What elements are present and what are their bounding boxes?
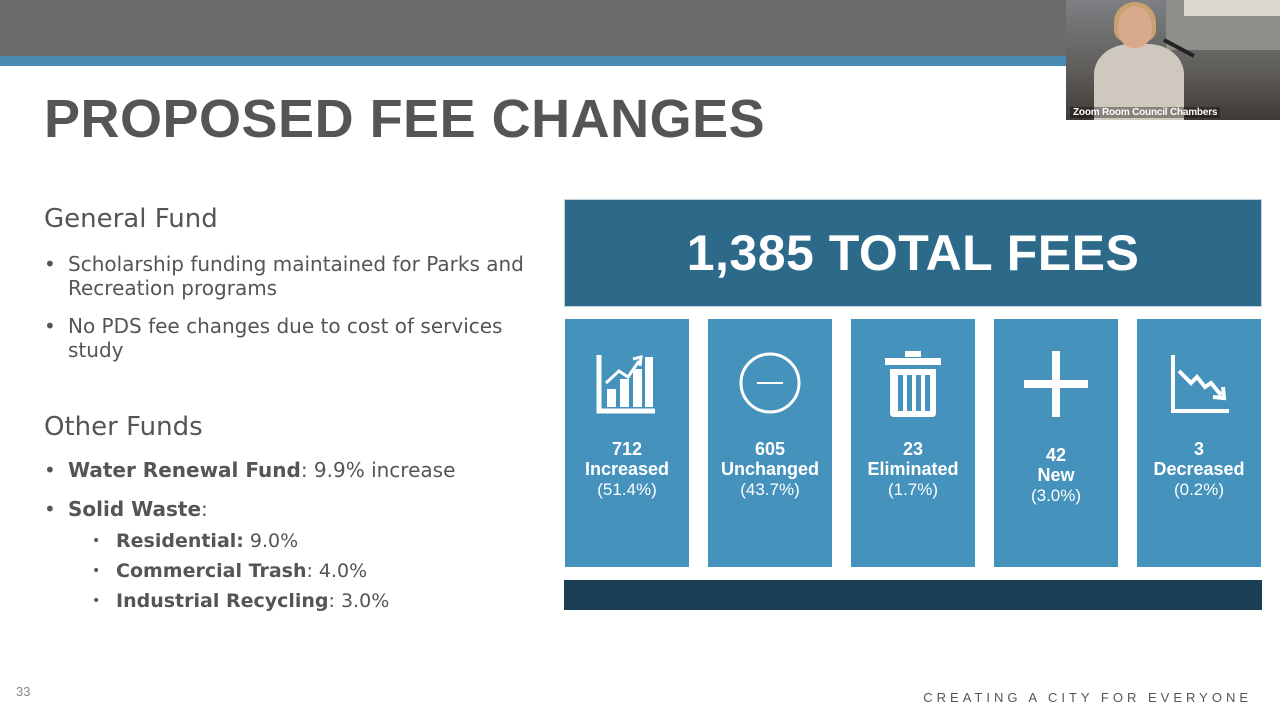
- bar-chart-up-icon: [596, 355, 655, 414]
- increased-label: Increased: [584, 459, 670, 479]
- bullet-dot: •: [44, 252, 56, 276]
- industrial-recycling-label: Industrial Recycling: [116, 590, 329, 612]
- slide-number: 33: [16, 684, 31, 699]
- water-renewal-bullet: • Water Renewal Fund: 9.9% increase: [44, 458, 455, 482]
- bullet-dot: •: [44, 314, 56, 338]
- bullet-dot: •: [92, 533, 101, 549]
- other-funds-heading: Other Funds: [44, 412, 203, 442]
- stat-card-new: 42 New (3.0%): [994, 319, 1118, 567]
- chart-down-icon: [1171, 355, 1229, 413]
- industrial-recycling-sub-bullet: • Industrial Recycling: 3.0%: [92, 590, 389, 612]
- participant-name-label: Zoom Room Council Chambers: [1070, 107, 1221, 118]
- accent-bar: [0, 56, 1280, 66]
- stat-card-decreased: 3 Decreased (0.2%): [1137, 319, 1261, 567]
- commercial-trash-value: : 4.0%: [306, 560, 368, 582]
- decreased-label: Decreased: [1153, 459, 1245, 479]
- total-fees-banner: 1,385 TOTAL FEES: [564, 199, 1262, 307]
- residential-sub-bullet: • Residential: 9.0%: [92, 530, 298, 552]
- eliminated-percent: (1.7%): [887, 480, 939, 499]
- stat-card-increased: 712 Increased (51.4%): [565, 319, 689, 567]
- increased-percent: (51.4%): [597, 480, 657, 499]
- minus-circle-icon: [739, 352, 801, 414]
- eliminated-label: Eliminated: [867, 459, 959, 479]
- decreased-percent: (0.2%): [1173, 480, 1225, 499]
- total-fees-text: 1,385 TOTAL FEES: [686, 225, 1140, 281]
- industrial-recycling-value: : 3.0%: [328, 590, 390, 612]
- unchanged-label: Unchanged: [720, 459, 819, 479]
- unchanged-percent: (43.7%): [740, 480, 800, 499]
- plus-icon: [1024, 351, 1088, 417]
- speaker-head: [1118, 6, 1152, 48]
- video-background-sign: [1184, 0, 1280, 16]
- stat-card-unchanged: 605 Unchanged (43.7%): [708, 319, 832, 567]
- bullet-dot: •: [92, 593, 101, 609]
- unchanged-count: 605: [754, 439, 786, 459]
- solid-waste-bullet: • Solid Waste:: [44, 497, 208, 521]
- residential-value: 9.0%: [243, 530, 299, 552]
- new-label: New: [1037, 465, 1075, 485]
- bullet-dot: •: [44, 458, 56, 482]
- bullet-dot: •: [44, 497, 56, 521]
- speaker-body: [1094, 44, 1184, 120]
- stat-card-eliminated: 23 Eliminated (1.7%): [851, 319, 975, 567]
- eliminated-count: 23: [902, 439, 924, 459]
- increased-count: 712: [611, 439, 643, 459]
- footer-tagline: CREATING A CITY FOR EVERYONE: [923, 690, 1252, 705]
- general-fund-bullet-2: • No PDS fee changes due to cost of serv…: [44, 314, 503, 362]
- commercial-trash-sub-bullet: • Commercial Trash: 4.0%: [92, 560, 367, 582]
- water-renewal-label: Water Renewal Fund: [68, 458, 301, 482]
- bottom-band: [564, 580, 1262, 610]
- residential-label: Residential:: [116, 530, 244, 552]
- water-renewal-value: : 9.9% increase: [300, 458, 456, 482]
- new-count: 42: [1045, 445, 1067, 465]
- new-percent: (3.0%): [1030, 486, 1082, 505]
- solid-waste-label: Solid Waste: [68, 497, 202, 521]
- slide-title: PROPOSED FEE CHANGES: [44, 89, 766, 149]
- general-fund-bullet-1: • Scholarship funding maintained for Par…: [44, 252, 524, 300]
- solid-waste-value: :: [201, 497, 208, 521]
- decreased-count: 3: [1193, 439, 1204, 459]
- commercial-trash-label: Commercial Trash: [116, 560, 307, 582]
- bullet-dot: •: [92, 563, 101, 579]
- trash-can-icon: [885, 351, 941, 417]
- general-fund-heading: General Fund: [44, 204, 218, 234]
- participant-video-tile[interactable]: Zoom Room Council Chambers: [1066, 0, 1280, 120]
